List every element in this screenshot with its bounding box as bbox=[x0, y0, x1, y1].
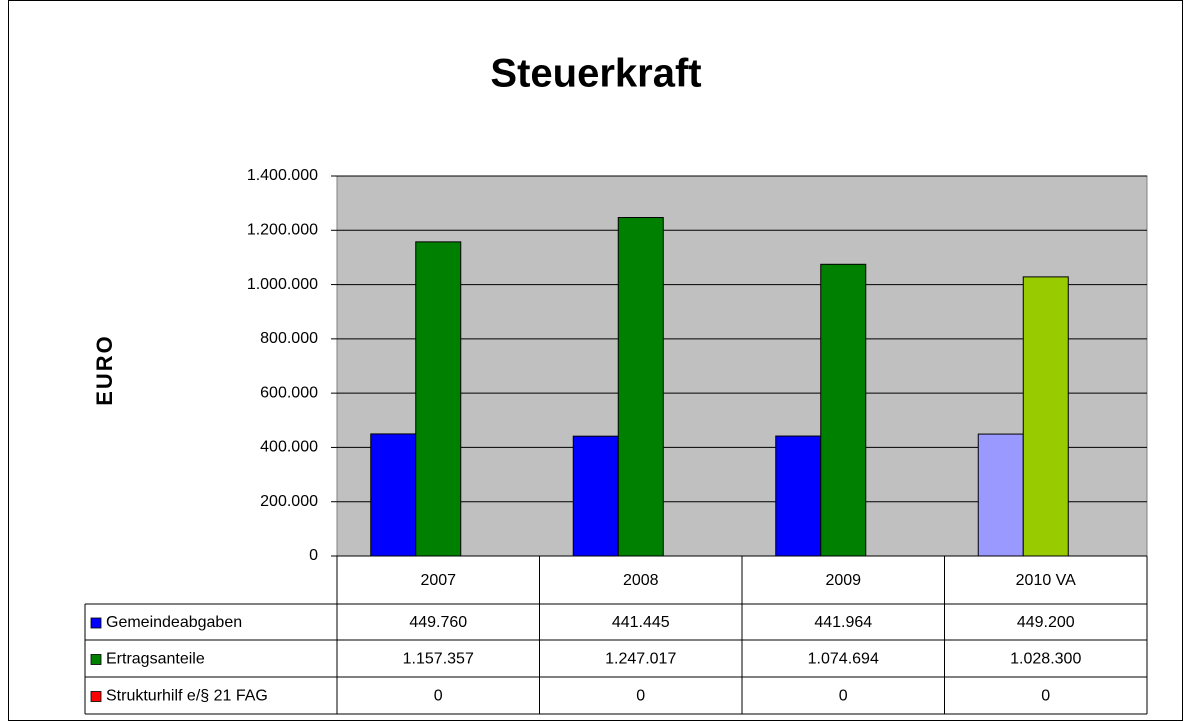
chart-title: Steuerkraft bbox=[490, 52, 701, 96]
table-value: 1.247.017 bbox=[605, 651, 676, 668]
y-tick-label: 1.000.000 bbox=[247, 276, 318, 293]
table-value: 0 bbox=[1041, 688, 1050, 705]
legend-label: Gemeindeabgaben bbox=[106, 614, 242, 631]
legend-label: Strukturhilf e/§ 21 FAG bbox=[106, 688, 268, 705]
table-value: 0 bbox=[839, 688, 848, 705]
y-tick-label: 200.000 bbox=[260, 493, 318, 510]
bar bbox=[1022, 276, 1069, 557]
y-tick-label: 0 bbox=[309, 547, 318, 564]
table-value: 449.760 bbox=[409, 614, 467, 631]
table-value: 441.445 bbox=[612, 614, 670, 631]
x-tick-label: 2008 bbox=[623, 572, 659, 589]
y-tick-label: 800.000 bbox=[260, 330, 318, 347]
table-value: 1.157.357 bbox=[403, 651, 474, 668]
legend-key bbox=[90, 691, 102, 702]
table-value: 0 bbox=[434, 688, 443, 705]
y-tick-label: 400.000 bbox=[260, 439, 318, 456]
x-tick-label: 2010 VA bbox=[1016, 572, 1077, 589]
bar bbox=[370, 433, 417, 557]
x-tick-label: 2009 bbox=[825, 572, 861, 589]
bar bbox=[820, 263, 867, 557]
bar bbox=[415, 241, 462, 557]
table-value: 449.200 bbox=[1017, 614, 1075, 631]
y-tick-label: 1.400.000 bbox=[247, 167, 318, 184]
legend-label: Ertragsanteile bbox=[106, 651, 205, 668]
y-tick-label: 1.200.000 bbox=[247, 222, 318, 239]
table-value: 441.964 bbox=[814, 614, 872, 631]
y-tick-label: 600.000 bbox=[260, 384, 318, 401]
table-value: 1.028.300 bbox=[1010, 651, 1081, 668]
bar bbox=[617, 217, 664, 557]
legend-key bbox=[90, 654, 102, 665]
bar bbox=[572, 435, 619, 557]
x-tick-label: 2007 bbox=[420, 572, 456, 589]
table-value: 1.074.694 bbox=[808, 651, 879, 668]
y-axis-label: EURO bbox=[92, 334, 117, 406]
table-value: 0 bbox=[636, 688, 645, 705]
legend-key bbox=[90, 617, 102, 629]
bar bbox=[775, 435, 822, 557]
bar bbox=[977, 433, 1024, 557]
